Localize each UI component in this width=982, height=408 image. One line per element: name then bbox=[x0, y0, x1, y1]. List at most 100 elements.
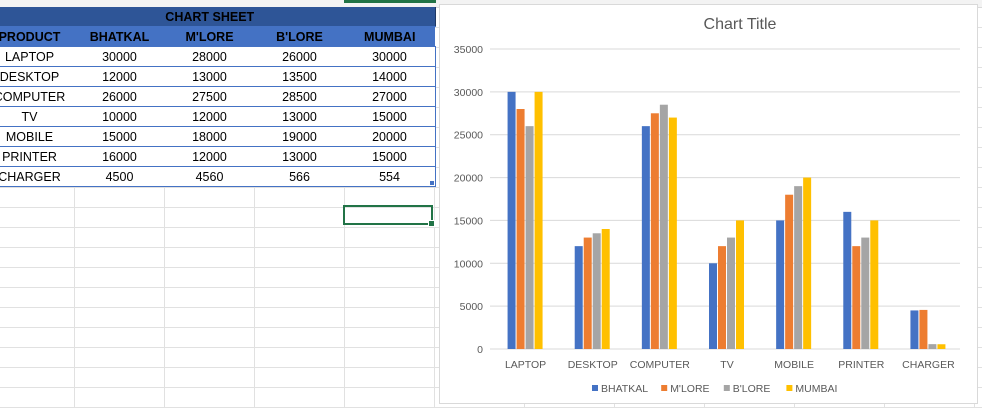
x-tick-label: PRINTER bbox=[838, 359, 885, 371]
value-cell[interactable]: 12000 bbox=[164, 106, 255, 127]
bar bbox=[870, 220, 879, 349]
x-tick-label: MOBILE bbox=[774, 359, 814, 371]
value-cell[interactable]: 12000 bbox=[74, 66, 165, 87]
fill-handle[interactable] bbox=[428, 220, 435, 227]
value-cell[interactable]: 15000 bbox=[344, 106, 436, 127]
legend-swatch bbox=[723, 385, 730, 391]
y-tick-label: 20000 bbox=[454, 173, 483, 185]
value-cell[interactable]: 566 bbox=[254, 166, 345, 187]
bar bbox=[592, 233, 601, 349]
table-row: MOBILE 15000 18000 19000 20000 bbox=[0, 126, 436, 147]
product-cell[interactable]: COMPUTER bbox=[0, 86, 75, 107]
table-row: COMPUTER 26000 27500 28500 27000 bbox=[0, 86, 436, 107]
value-cell[interactable]: 27500 bbox=[164, 86, 255, 107]
legend-swatch bbox=[661, 385, 668, 391]
y-tick-label: 5000 bbox=[460, 301, 484, 313]
column-header[interactable]: B'LORE bbox=[254, 26, 345, 47]
bar bbox=[534, 91, 543, 349]
legend-label: M'LORE bbox=[670, 383, 709, 395]
product-cell[interactable]: DESKTOP bbox=[0, 66, 75, 87]
bar bbox=[583, 237, 592, 349]
product-cell[interactable]: PRINTER bbox=[0, 146, 75, 167]
legend-label: B'LORE bbox=[733, 383, 771, 395]
chart-title: Chart Title bbox=[704, 16, 777, 33]
bar bbox=[650, 113, 659, 350]
value-cell[interactable]: 15000 bbox=[344, 146, 436, 167]
bar bbox=[937, 344, 946, 349]
value-cell[interactable]: 20000 bbox=[344, 126, 436, 147]
table-title-row: CHART SHEET bbox=[0, 7, 436, 27]
value-cell[interactable]: 4500 bbox=[74, 166, 165, 187]
x-tick-label: TV bbox=[720, 359, 733, 371]
bar bbox=[852, 246, 861, 349]
column-header[interactable]: MUMBAI bbox=[344, 26, 435, 47]
value-cell[interactable]: 19000 bbox=[254, 126, 345, 147]
bar bbox=[803, 177, 812, 349]
legend-swatch bbox=[786, 385, 793, 391]
bar bbox=[641, 126, 650, 350]
bar bbox=[718, 246, 726, 349]
column-chart[interactable]: Chart Title 0 5000 10000 15000 20000 25000 3000… bbox=[439, 4, 978, 404]
column-header[interactable]: M'LORE bbox=[164, 26, 255, 47]
bar bbox=[507, 91, 516, 349]
value-cell[interactable]: 554 bbox=[344, 166, 436, 187]
value-cell[interactable]: 13500 bbox=[254, 66, 345, 87]
bar bbox=[736, 220, 744, 349]
value-cell[interactable]: 14000 bbox=[344, 66, 436, 87]
y-tick-label: 10000 bbox=[454, 258, 483, 270]
value-cell[interactable]: 10000 bbox=[74, 106, 165, 127]
legend-label: MUMBAI bbox=[795, 383, 837, 395]
x-tick-label: COMPUTER bbox=[630, 359, 691, 371]
bar bbox=[516, 109, 525, 349]
column-header[interactable]: BHATKAL bbox=[74, 26, 165, 47]
table-row: LAPTOP 30000 28000 26000 30000 bbox=[0, 46, 436, 67]
column-header[interactable]: PRODUCT bbox=[0, 26, 75, 47]
selected-cell[interactable] bbox=[343, 205, 435, 227]
bar bbox=[659, 104, 668, 349]
value-cell[interactable]: 28000 bbox=[164, 46, 255, 67]
table-row: DESKTOP 12000 13000 13500 14000 bbox=[0, 66, 436, 87]
product-cell[interactable]: CHARGER bbox=[0, 166, 75, 187]
value-cell[interactable]: 13000 bbox=[254, 146, 345, 167]
bar bbox=[727, 237, 735, 349]
value-cell[interactable]: 13000 bbox=[254, 106, 345, 127]
x-tick-label: DESKTOP bbox=[568, 359, 618, 371]
bar bbox=[910, 310, 919, 349]
y-tick-label: 30000 bbox=[454, 87, 483, 99]
value-cell[interactable]: 30000 bbox=[344, 46, 436, 67]
value-cell[interactable]: 26000 bbox=[74, 86, 165, 107]
y-tick-label: 15000 bbox=[454, 215, 483, 227]
table-row: PRINTER 16000 12000 13000 15000 bbox=[0, 146, 436, 167]
bar bbox=[525, 126, 534, 350]
value-cell[interactable]: 4560 bbox=[164, 166, 255, 187]
value-cell[interactable]: 16000 bbox=[74, 146, 165, 167]
table-title[interactable]: CHART SHEET bbox=[0, 7, 436, 27]
value-cell[interactable]: 30000 bbox=[74, 46, 165, 67]
table-resize-handle[interactable] bbox=[430, 181, 434, 185]
bar bbox=[776, 220, 785, 349]
table-header-row: PRODUCT BHATKAL M'LORE B'LORE MUMBAI bbox=[0, 26, 435, 47]
bar bbox=[785, 194, 794, 349]
y-tick-label: 25000 bbox=[454, 130, 483, 142]
value-cell[interactable]: 15000 bbox=[74, 126, 165, 147]
product-cell[interactable]: TV bbox=[0, 106, 75, 127]
x-tick-label: CHARGER bbox=[902, 359, 955, 371]
bar bbox=[928, 344, 937, 349]
product-cell[interactable]: LAPTOP bbox=[0, 46, 75, 67]
product-cell[interactable]: MOBILE bbox=[0, 126, 75, 147]
active-column-indicator bbox=[344, 0, 436, 3]
bar bbox=[861, 237, 870, 349]
x-tick-label: LAPTOP bbox=[505, 359, 546, 371]
bar bbox=[919, 309, 928, 349]
bar bbox=[843, 211, 852, 349]
value-cell[interactable]: 18000 bbox=[164, 126, 255, 147]
value-cell[interactable]: 26000 bbox=[254, 46, 345, 67]
value-cell[interactable]: 13000 bbox=[164, 66, 255, 87]
data-table: CHART SHEET PRODUCT BHATKAL M'LORE B'LORE MUM… bbox=[0, 7, 436, 187]
legend-swatch bbox=[592, 385, 598, 391]
value-cell[interactable]: 28500 bbox=[254, 86, 345, 107]
table-row: TV 10000 12000 13000 15000 bbox=[0, 106, 436, 127]
value-cell[interactable]: 27000 bbox=[344, 86, 436, 107]
bar bbox=[668, 117, 677, 349]
value-cell[interactable]: 12000 bbox=[164, 146, 255, 167]
